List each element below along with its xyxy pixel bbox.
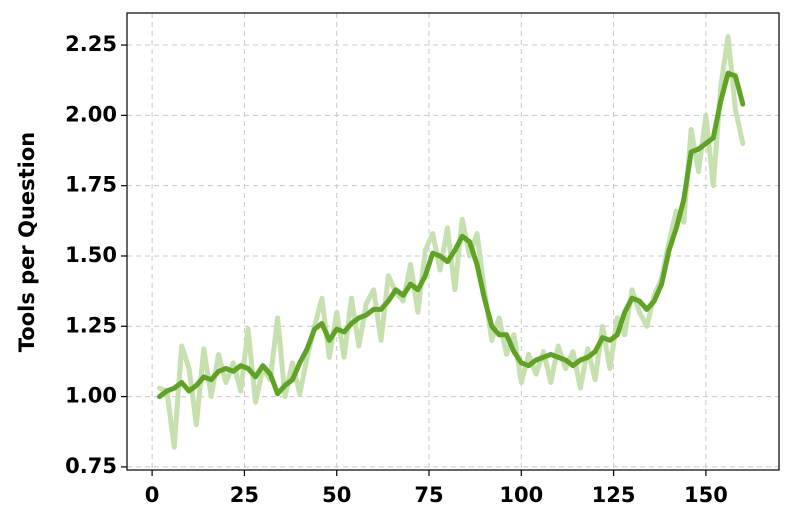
y-tick-label: 2.00	[65, 102, 117, 126]
y-tick-label: 1.50	[65, 243, 117, 267]
data-line	[156, 70, 746, 400]
y-tick-label: 1.75	[65, 173, 117, 197]
x-tick-label: 125	[592, 483, 636, 507]
y-tick-label: 0.75	[65, 454, 117, 478]
y-tick-label: 2.25	[65, 32, 117, 56]
y-tick-label: 1.25	[65, 313, 117, 337]
y-axis-label: Tools per Question	[15, 132, 39, 353]
x-tick-label: 100	[499, 483, 543, 507]
data-line	[156, 34, 746, 450]
x-tick-label: 50	[322, 483, 351, 507]
x-tick-label: 25	[230, 483, 259, 507]
y-tick-label: 1.00	[65, 384, 117, 408]
x-tick-label: 150	[684, 483, 728, 507]
x-tick-label: 0	[145, 483, 160, 507]
x-tick-label: 75	[414, 483, 443, 507]
plot-frame	[126, 12, 780, 471]
